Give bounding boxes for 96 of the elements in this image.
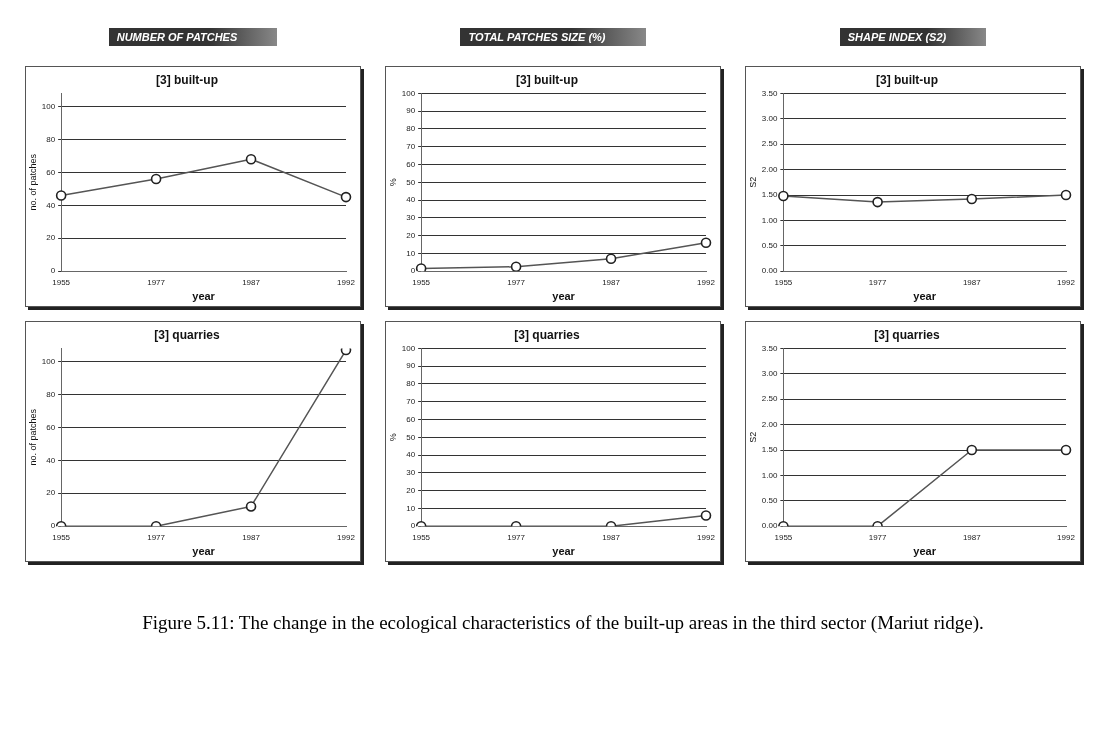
y-tick-label: 40 xyxy=(406,195,416,205)
x-tick-label: 1992 xyxy=(697,533,716,543)
y-tick-label: 50 xyxy=(406,432,416,442)
y-axis-title: S2 xyxy=(747,431,758,443)
x-tick-label: 1992 xyxy=(337,533,356,543)
x-tick-label: 1977 xyxy=(868,278,888,288)
x-tick-label: 1977 xyxy=(147,533,166,543)
y-tick-label: 2.50 xyxy=(761,139,778,149)
y-tick-label: 80 xyxy=(406,124,416,134)
y-tick-label: 2.00 xyxy=(761,164,778,174)
chart-title: [3] quarries xyxy=(514,327,580,342)
chart-title: SHAPE INDEX (S2) xyxy=(839,28,987,46)
y-tick-label: 60 xyxy=(46,422,56,432)
y-axis-title: S2 xyxy=(747,176,758,188)
y-tick-label: 3.00 xyxy=(761,369,778,378)
y-tick-label: 0 xyxy=(50,266,56,276)
x-tick-label: 1955 xyxy=(774,533,793,543)
x-tick-label: 1987 xyxy=(602,278,621,288)
y-tick-label: 3.50 xyxy=(761,88,778,98)
y-tick-label: 100 xyxy=(41,356,56,366)
x-tick-label: 1955 xyxy=(52,533,71,543)
y-tick-label: 0.50 xyxy=(761,496,778,505)
y-tick-label: 90 xyxy=(406,106,416,116)
y-tick-label: 1.00 xyxy=(761,215,778,225)
y-tick-label: 0.00 xyxy=(761,521,778,531)
chart-title: TOTAL PATCHES SIZE (%) xyxy=(460,28,646,46)
x-axis-title: year xyxy=(192,545,216,558)
y-tick-label: 20 xyxy=(46,488,56,498)
y-tick-label: 40 xyxy=(46,200,56,210)
x-tick-label: 1977 xyxy=(507,533,526,543)
y-tick-label: 80 xyxy=(46,389,56,399)
y-tick-label: 70 xyxy=(406,396,416,406)
y-tick-label: 60 xyxy=(406,159,416,169)
chart-subtitle: [3] built-up xyxy=(516,72,578,87)
y-tick-label: 2.50 xyxy=(761,394,778,404)
y-tick-label: 30 xyxy=(406,213,416,223)
chart-title: NUMBER OF PATCHES xyxy=(108,28,278,46)
x-tick-label: 1955 xyxy=(52,278,71,288)
y-tick-label: 20 xyxy=(406,230,416,240)
y-tick-label: 0 xyxy=(50,521,56,531)
x-tick-label: 1987 xyxy=(242,278,261,288)
chart-title: [3] quarries xyxy=(874,327,940,342)
y-tick-label: 1.50 xyxy=(761,445,778,455)
x-tick-label: 1955 xyxy=(412,533,431,543)
y-tick-label: 0 xyxy=(410,266,416,276)
y-tick-label: 2.00 xyxy=(761,419,778,429)
y-tick-label: 40 xyxy=(406,450,416,460)
y-tick-label: 1.00 xyxy=(761,470,778,480)
x-tick-label: 1977 xyxy=(868,533,888,543)
x-tick-label: 1992 xyxy=(1057,278,1076,288)
x-tick-label: 1977 xyxy=(147,278,166,288)
x-axis-title: year xyxy=(192,290,216,303)
x-tick-label: 1987 xyxy=(962,533,982,543)
x-tick-label: 1992 xyxy=(697,278,716,288)
y-tick-label: 20 xyxy=(46,233,56,243)
x-axis-title: year xyxy=(552,290,576,303)
y-tick-label: 40 xyxy=(46,455,56,465)
y-tick-label: 20 xyxy=(406,485,416,495)
y-tick-label: 3.50 xyxy=(761,343,778,353)
y-tick-label: 100 xyxy=(401,88,416,98)
y-tick-label: 80 xyxy=(406,379,416,389)
y-tick-label: 1.50 xyxy=(761,190,778,200)
y-tick-label: 80 xyxy=(46,134,56,144)
y-tick-label: 0 xyxy=(410,521,416,531)
y-tick-label: 90 xyxy=(406,361,416,371)
y-tick-label: 100 xyxy=(401,343,416,353)
y-tick-label: 100 xyxy=(41,101,56,111)
y-tick-label: 10 xyxy=(406,248,416,258)
x-axis-title: year xyxy=(913,545,937,558)
x-tick-label: 1987 xyxy=(602,533,621,543)
chart-subtitle: [3] built-up xyxy=(876,72,938,87)
y-tick-label: 3.00 xyxy=(761,114,778,123)
y-axis-title: no. of patches xyxy=(27,153,38,211)
x-tick-label: 1992 xyxy=(337,278,356,288)
y-tick-label: 60 xyxy=(406,414,416,424)
x-tick-label: 1987 xyxy=(962,278,982,288)
y-axis-title: % xyxy=(387,433,398,442)
y-tick-label: 0.00 xyxy=(761,266,778,276)
chart-title: [3] quarries xyxy=(154,327,220,342)
y-tick-label: 60 xyxy=(46,167,56,177)
caption: Figure 5.11: The change in the ecological characteristics of the built-up areas in the third sector (Mariut ridge). xyxy=(141,612,985,634)
x-tick-label: 1955 xyxy=(412,278,431,288)
x-tick-label: 1987 xyxy=(242,533,261,543)
x-tick-label: 1977 xyxy=(507,278,526,288)
x-axis-title: year xyxy=(552,545,576,558)
x-tick-label: 1955 xyxy=(774,278,793,288)
y-tick-label: 70 xyxy=(406,141,416,151)
y-tick-label: 10 xyxy=(406,503,416,513)
x-axis-title: year xyxy=(913,290,937,303)
y-axis-title: % xyxy=(387,178,398,187)
chart-subtitle: [3] built-up xyxy=(156,72,218,87)
y-tick-label: 50 xyxy=(406,177,416,187)
y-tick-label: 30 xyxy=(406,468,416,478)
x-tick-label: 1992 xyxy=(1057,533,1076,543)
y-tick-label: 0.50 xyxy=(761,241,778,250)
y-axis-title: no. of patches xyxy=(27,408,38,466)
